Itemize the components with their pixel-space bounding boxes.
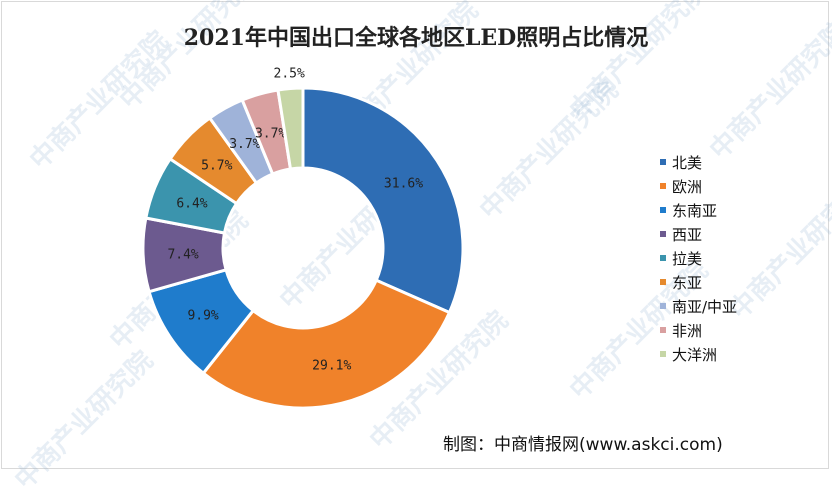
legend-item: 东亚 bbox=[660, 270, 737, 294]
legend-swatch bbox=[660, 231, 666, 237]
legend-item: 拉美 bbox=[660, 246, 737, 270]
slice-label: 3.7% bbox=[255, 126, 286, 141]
legend-item: 南亚/中亚 bbox=[660, 294, 737, 318]
donut-slice bbox=[276, 86, 305, 171]
chart-legend: 北美欧洲东南亚西亚拉美东亚南亚/中亚非洲大洋洲 bbox=[660, 150, 737, 366]
slice-label: 6.4% bbox=[176, 196, 207, 211]
legend-swatch bbox=[660, 351, 666, 357]
legend-item: 非洲 bbox=[660, 318, 737, 342]
legend-item: 东南亚 bbox=[660, 198, 737, 222]
legend-label: 南亚/中亚 bbox=[672, 297, 738, 316]
legend-swatch bbox=[660, 327, 666, 333]
donut-slice bbox=[201, 278, 452, 410]
slice-label: 29.1% bbox=[312, 359, 351, 374]
legend-item: 北美 bbox=[660, 150, 737, 174]
legend-label: 东亚 bbox=[672, 273, 703, 292]
legend-swatch bbox=[660, 207, 666, 213]
legend-label: 大洋洲 bbox=[672, 345, 718, 364]
legend-item: 欧洲 bbox=[660, 174, 737, 198]
slice-label: 7.4% bbox=[167, 247, 198, 262]
legend-label: 东南亚 bbox=[672, 201, 718, 220]
slice-label: 2.5% bbox=[274, 67, 305, 82]
slice-label: 5.7% bbox=[201, 158, 232, 173]
slice-label: 31.6% bbox=[384, 176, 423, 191]
legend-label: 欧洲 bbox=[672, 177, 703, 196]
donut-slice bbox=[301, 86, 465, 315]
legend-label: 拉美 bbox=[672, 249, 703, 268]
slice-label: 9.9% bbox=[187, 309, 218, 324]
legend-item: 大洋洲 bbox=[660, 342, 737, 366]
legend-label: 北美 bbox=[672, 153, 703, 172]
legend-swatch bbox=[660, 159, 666, 165]
donut-chart: 31.6% 29.1% 9.9% 7.4% 6.4% 5.7% 3.7%3.7% 2.5% bbox=[141, 67, 465, 410]
legend-swatch bbox=[660, 255, 666, 261]
legend-swatch bbox=[660, 279, 666, 285]
legend-item: 西亚 bbox=[660, 222, 737, 246]
legend-label: 非洲 bbox=[672, 321, 703, 340]
legend-swatch bbox=[660, 183, 666, 189]
source-note: 制图：中商情报网(www.askci.com) bbox=[443, 435, 723, 455]
legend-swatch bbox=[660, 303, 666, 309]
slice-label: 3.7% bbox=[229, 137, 260, 152]
chart-title: 2021年中国出口全球各地区LED照明占比情况 bbox=[183, 25, 649, 51]
legend-label: 西亚 bbox=[672, 225, 703, 244]
